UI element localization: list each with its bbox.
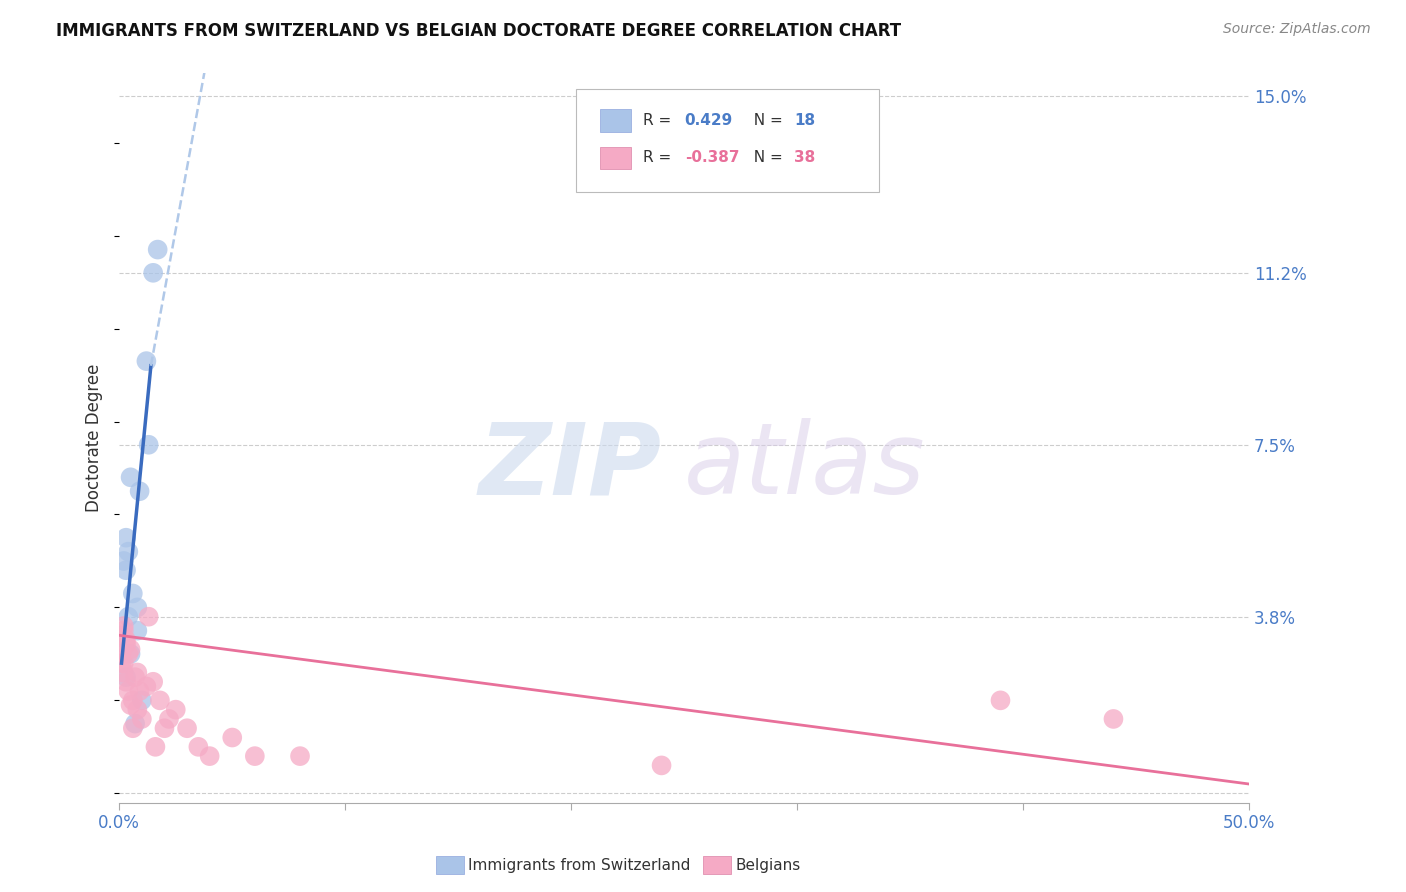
Point (121, 721, 143, 735)
Point (112, 656, 135, 670)
Point (117, 544, 139, 558)
Text: N =: N = (744, 113, 787, 128)
Point (135, 354, 157, 368)
Point (198, 749, 221, 764)
Point (131, 712, 153, 726)
Point (135, 680, 157, 694)
Point (127, 665, 149, 680)
Point (138, 609, 160, 624)
Point (990, 693, 1012, 707)
Point (120, 698, 142, 712)
Point (115, 531, 138, 545)
Point (176, 721, 198, 735)
Point (115, 632, 138, 647)
Point (128, 484, 150, 499)
Point (115, 638, 138, 652)
Point (153, 721, 176, 735)
Text: Immigrants from Switzerland: Immigrants from Switzerland (468, 858, 690, 872)
Point (149, 693, 172, 707)
Point (115, 670, 138, 684)
Point (110, 656, 132, 670)
Point (131, 693, 153, 707)
Point (157, 712, 180, 726)
Text: R =: R = (643, 113, 676, 128)
Point (121, 693, 143, 707)
Point (127, 624, 149, 638)
Point (145, 739, 167, 754)
Point (120, 470, 142, 484)
Point (142, 674, 165, 689)
Text: 18: 18 (794, 113, 815, 128)
Point (146, 243, 169, 257)
Point (243, 749, 266, 764)
Text: 0.429: 0.429 (685, 113, 733, 128)
Point (112, 554, 135, 568)
Point (121, 586, 143, 600)
Text: atlas: atlas (685, 418, 925, 516)
Point (115, 563, 138, 577)
Point (117, 684, 139, 698)
Point (112, 624, 135, 638)
Point (127, 600, 149, 615)
Point (110, 647, 132, 661)
Text: IMMIGRANTS FROM SWITZERLAND VS BELGIAN DOCTORATE DEGREE CORRELATION CHART: IMMIGRANTS FROM SWITZERLAND VS BELGIAN D… (56, 22, 901, 40)
Y-axis label: Doctorate Degree: Doctorate Degree (86, 364, 103, 512)
Point (110, 628, 132, 642)
Point (112, 665, 135, 680)
Point (138, 438, 160, 452)
Text: 38: 38 (794, 151, 815, 165)
Point (128, 684, 150, 698)
Text: ZIP: ZIP (478, 418, 662, 516)
Point (221, 731, 243, 745)
Point (115, 674, 138, 689)
Text: Source: ZipAtlas.com: Source: ZipAtlas.com (1223, 22, 1371, 37)
Text: -0.387: -0.387 (685, 151, 740, 165)
Point (165, 703, 187, 717)
Point (124, 716, 146, 731)
Point (127, 703, 149, 717)
Point (117, 647, 139, 661)
Point (288, 749, 311, 764)
Point (651, 758, 673, 772)
Point (117, 609, 139, 624)
Text: R =: R = (643, 151, 676, 165)
Point (124, 670, 146, 684)
Point (120, 642, 142, 657)
Point (1102, 712, 1125, 726)
Point (120, 647, 142, 661)
Point (112, 619, 135, 633)
Point (142, 266, 165, 280)
Text: N =: N = (744, 151, 787, 165)
Text: Belgians: Belgians (735, 858, 800, 872)
Point (187, 739, 209, 754)
